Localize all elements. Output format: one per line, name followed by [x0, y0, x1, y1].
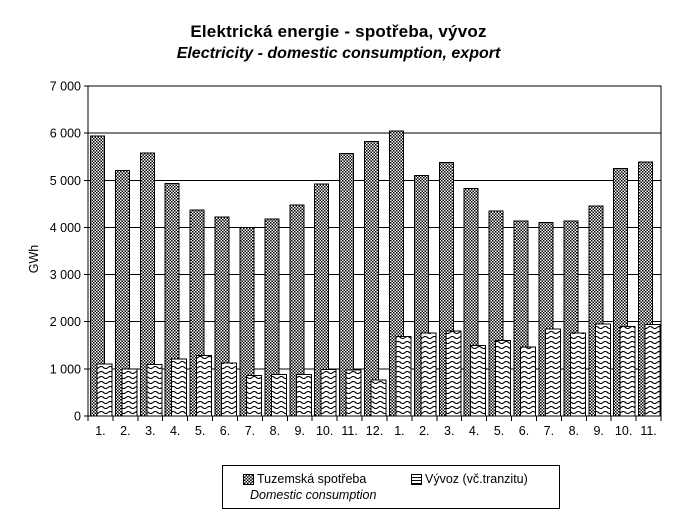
x-tick-label: 1. [394, 424, 404, 438]
export-bar [644, 324, 661, 417]
export-bar [295, 374, 312, 417]
y-tick-label: 7 000 [50, 80, 81, 94]
legend-marker-domestic-consumption-icon [243, 474, 254, 485]
x-tick-label: 10. [316, 424, 333, 438]
plot-border [87, 85, 662, 417]
y-tick-label: 6 000 [50, 127, 81, 141]
x-tick-label: 3. [444, 424, 454, 438]
export-bar [121, 368, 138, 417]
export-bar [345, 369, 362, 417]
x-tick-label: 11. [640, 424, 656, 438]
export-bar [420, 332, 437, 417]
chart-subtitle: Electricity - domestic consumption, expo… [176, 45, 501, 62]
export-bar [146, 364, 163, 417]
x-tick-label: 11. [341, 424, 357, 438]
export-bar [594, 323, 611, 417]
x-tick-label: 2. [419, 424, 429, 438]
export-bar [395, 335, 412, 417]
x-tick-label: 2. [120, 424, 130, 438]
export-bar [619, 325, 636, 417]
x-tick-label: 8. [569, 424, 579, 438]
x-tick-label: 6. [220, 424, 230, 438]
legend-sublabel-domestic-consumption: Domestic consumption [250, 488, 377, 502]
x-tick-label: 5. [195, 424, 205, 438]
export-bar [245, 374, 262, 417]
x-tick-label: 4. [469, 424, 479, 438]
legend-label-domestic-consumption: Tuzemská spotřeba [257, 472, 367, 486]
export-bar [320, 368, 337, 417]
export-bar [569, 332, 586, 417]
x-tick-label: 4. [170, 424, 180, 438]
bars [90, 130, 661, 417]
export-bar [270, 374, 287, 417]
legend: Tuzemská spotřeba Domestic consumption V… [222, 465, 560, 509]
export-bar [520, 346, 537, 417]
plot-area: 0 1 000 2 000 3 000 4 000 5 000 6 000 7 000 1. 2.… [50, 80, 662, 439]
x-tick-label: 7. [544, 424, 554, 438]
export-bar [445, 330, 462, 417]
export-bar [196, 355, 213, 417]
export-bar [370, 379, 387, 417]
export-bar [171, 358, 188, 417]
x-tick-label: 9. [295, 424, 305, 438]
x-tick-label: 5. [494, 424, 504, 438]
y-tick-label: 2 000 [50, 315, 81, 329]
export-bar [221, 362, 238, 417]
y-tick-label: 1 000 [50, 362, 81, 376]
legend-label-export: Vývoz (vč.tranzitu) [425, 472, 528, 486]
x-tick-label: 9. [593, 424, 603, 438]
y-tick-label: 0 [74, 410, 81, 424]
y-tick-label: 4 000 [50, 221, 81, 235]
x-tick-label: 1. [95, 424, 105, 438]
x-tick-label: 8. [270, 424, 280, 438]
x-tick-label: 3. [145, 424, 155, 438]
axes [84, 85, 662, 421]
x-tick-label: 10. [615, 424, 632, 438]
axis-labels: 0 1 000 2 000 3 000 4 000 5 000 6 000 7 000 1. 2.… [50, 80, 657, 439]
legend-marker-export-icon [411, 474, 422, 485]
export-bar [544, 328, 561, 417]
chart-title: Elektrická energie - spotřeba, vývoz [190, 22, 487, 41]
y-tick-label: 5 000 [50, 174, 81, 188]
export-bar [96, 363, 113, 417]
y-tick-label: 3 000 [50, 268, 81, 282]
x-tick-label: 6. [519, 424, 529, 438]
export-bar [495, 340, 512, 417]
consumption-bar [364, 141, 380, 417]
x-tick-label: 12. [366, 424, 383, 438]
export-bar [470, 344, 487, 417]
x-tick-label: 7. [245, 424, 255, 438]
